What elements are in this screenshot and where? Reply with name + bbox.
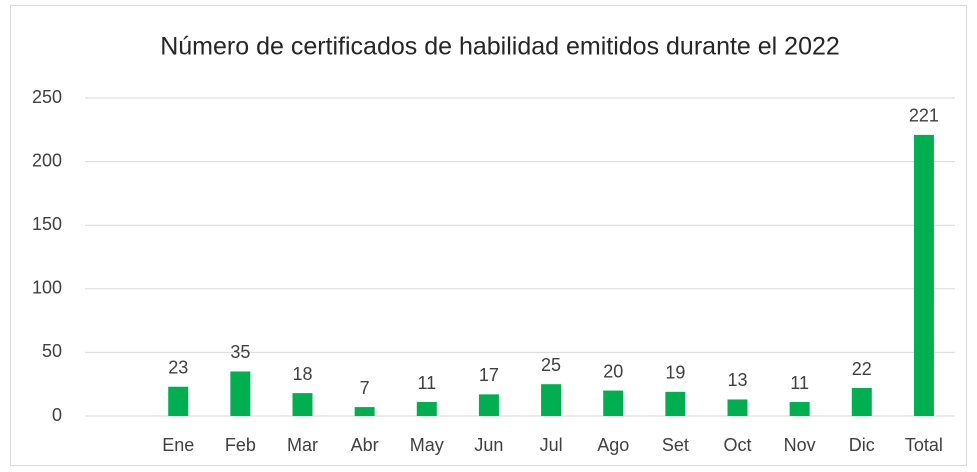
data-label: 22 (852, 359, 872, 379)
x-tick-label: Feb (225, 435, 256, 455)
bar (851, 388, 872, 416)
x-tick-label: Nov (784, 435, 816, 455)
bar (292, 393, 313, 416)
data-label: 11 (417, 373, 436, 393)
x-tick-label: Dic (849, 435, 875, 455)
data-label: 18 (292, 364, 312, 384)
bar (789, 402, 810, 416)
data-label: 7 (360, 378, 370, 398)
x-tick-label: Jul (540, 435, 563, 455)
data-label: 20 (603, 361, 623, 381)
bar (665, 391, 686, 416)
bar (603, 390, 624, 416)
data-label: 11 (790, 373, 809, 393)
bar (168, 386, 189, 416)
y-tick-label: 100 (32, 278, 62, 298)
data-label: 25 (541, 355, 561, 375)
bar (541, 384, 562, 416)
bar (230, 371, 251, 416)
y-tick-label: 50 (42, 341, 62, 361)
data-label: 23 (168, 357, 188, 377)
x-tick-label: Oct (723, 435, 751, 455)
data-label: 35 (230, 342, 250, 362)
x-tick-label: Ene (162, 435, 194, 455)
x-tick-label: Jun (474, 435, 503, 455)
y-tick-label: 150 (32, 214, 62, 234)
y-tick-label: 0 (52, 405, 62, 425)
y-tick-label: 250 (32, 87, 62, 107)
data-label: 17 (479, 365, 499, 385)
y-tick-label: 200 (32, 150, 62, 170)
x-tick-label: Ago (597, 435, 629, 455)
data-label: 19 (665, 363, 685, 383)
x-tick-label: Set (662, 435, 689, 455)
x-tick-label: May (410, 435, 444, 455)
chart-title: Número de certificados de habilidad emit… (160, 33, 840, 61)
x-tick-label: Total (905, 435, 943, 455)
bar (478, 394, 499, 416)
x-tick-label: Mar (287, 435, 318, 455)
bar (727, 399, 748, 416)
data-label: 13 (727, 370, 747, 390)
bar (354, 407, 375, 416)
bar (416, 402, 437, 416)
x-tick-label: Abr (351, 435, 379, 455)
data-label: 221 (909, 106, 939, 126)
bar (913, 134, 934, 416)
